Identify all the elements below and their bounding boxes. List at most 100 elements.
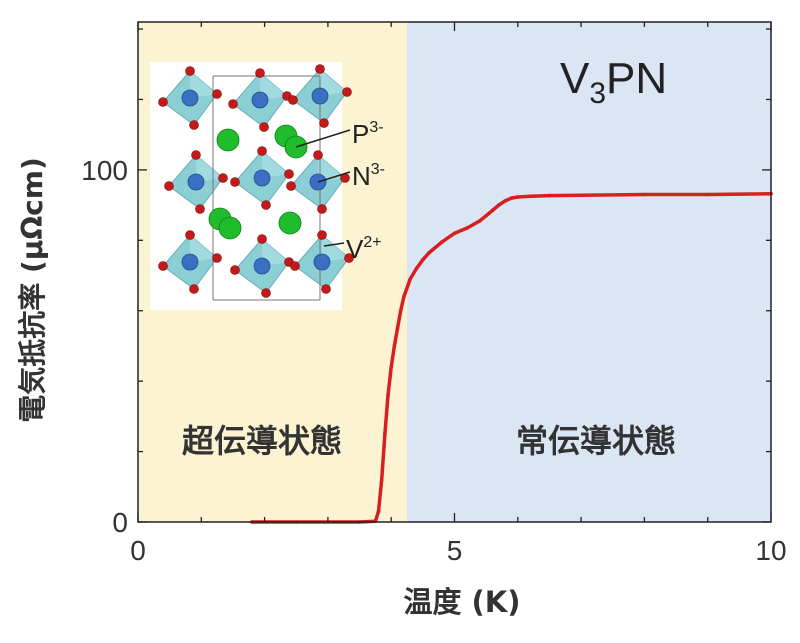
leader-line-n: [317, 171, 351, 183]
leader-line-v: [323, 242, 345, 247]
phosphorus-atom-4: [218, 216, 242, 240]
ion-label-n-text: N3-: [352, 161, 385, 191]
vanadium-atom-2: [311, 87, 329, 105]
octahedron-face-6: [190, 235, 217, 262]
nitrogen-atom-2-3: [288, 95, 298, 105]
nitrogen-atom-5-0: [313, 150, 323, 160]
octahedron-face-1: [260, 73, 287, 100]
nitrogen-atom-3-1: [218, 173, 228, 183]
nitrogen-atom-6-1: [212, 253, 222, 263]
data-point: [383, 432, 387, 436]
octahedron-face-7: [262, 239, 289, 266]
nitrogen-atom-7-0: [257, 234, 267, 244]
data-point: [376, 509, 381, 514]
nitrogen-atom-5-3: [286, 181, 296, 191]
nitrogen-atom-4-2: [261, 200, 271, 210]
x-axis-label: 温度 (K): [403, 585, 520, 619]
data-point: [408, 277, 412, 281]
data-point: [478, 219, 482, 223]
data-point: [528, 194, 533, 199]
state-region-labels: 超伝導状態 常伝導状態: [182, 422, 676, 460]
x-tick-label: 5: [447, 535, 463, 566]
ion-label-p-text: P3-: [352, 119, 384, 149]
y-axis-label: 電気抵抗率 (μΩcm): [16, 157, 49, 423]
data-point: [398, 308, 403, 313]
series-line-0: [250, 192, 773, 524]
nitrogen-atom-4-0: [257, 146, 267, 156]
x-tick-label: 10: [755, 535, 786, 566]
data-point: [579, 193, 583, 198]
vanadium-atom-4: [253, 169, 271, 187]
vanadium-atom-3: [187, 173, 205, 191]
nitrogen-atom-8-3: [290, 261, 300, 271]
nitrogen-atom-4-1: [284, 169, 294, 179]
octahedron-face-3: [196, 155, 223, 182]
data-point: [642, 192, 647, 197]
data-point: [516, 195, 520, 199]
octahedron-face-0: [190, 71, 217, 98]
data-point: [392, 344, 397, 348]
y-tick-label: 100: [81, 155, 128, 186]
octahedron-face-2: [320, 69, 347, 96]
crystal-structure-inset: [150, 62, 354, 310]
data-point: [421, 257, 425, 262]
data-point: [497, 203, 501, 207]
nitrogen-atom-7-3: [230, 265, 240, 275]
nitrogen-atom-0-3: [158, 97, 168, 107]
data-point: [395, 326, 400, 331]
vanadium-atom-7: [253, 257, 271, 275]
data-point: [389, 365, 394, 369]
nitrogen-atom-8-2: [321, 284, 331, 294]
phosphorus-atom-0: [216, 128, 240, 152]
nitrogen-atom-6-3: [158, 261, 168, 271]
data-point: [452, 231, 457, 236]
nitrogen-atom-1-3: [228, 99, 238, 109]
data-point: [465, 226, 469, 230]
axis-ticks: [137, 22, 772, 523]
data-point: [490, 208, 495, 213]
data-point: [509, 196, 514, 200]
nitrogen-atom-2-0: [315, 64, 325, 74]
resistivity-series: [250, 192, 773, 524]
leader-line-p: [295, 129, 351, 148]
data-point: [484, 213, 488, 218]
data-point: [414, 266, 419, 271]
ion-label-v: V2+: [323, 234, 382, 264]
data-point: [386, 393, 390, 398]
nitrogen-atom-4-3: [230, 177, 240, 187]
nitrogen-atom-0-2: [189, 120, 199, 130]
nitrogen-atom-3-0: [191, 150, 201, 160]
ion-label-n: N3-: [317, 161, 385, 191]
ion-label-v-text: V2+: [346, 234, 382, 264]
region-label-0: 超伝導状態: [182, 422, 342, 460]
atoms: [158, 64, 354, 298]
vanadium-atom-1: [251, 91, 269, 109]
octahedron-face-8: [322, 235, 349, 262]
region-1: [407, 22, 771, 522]
vanadium-atom-6: [181, 253, 199, 271]
ion-label-p: P3-: [295, 119, 384, 149]
octahedron-face-4: [262, 151, 289, 178]
nitrogen-atom-1-2: [259, 122, 269, 132]
nitrogen-atom-8-0: [317, 230, 327, 240]
nitrogen-atom-2-2: [319, 118, 329, 128]
nitrogen-atom-1-0: [255, 68, 265, 78]
data-point: [440, 240, 444, 244]
data-point: [427, 250, 431, 255]
nitrogen-atom-0-1: [212, 89, 222, 99]
phosphorus-atom-5: [278, 211, 302, 235]
data-point: [705, 192, 710, 197]
data-point: [379, 477, 384, 482]
nitrogen-atom-0-0: [185, 66, 195, 76]
nitrogen-atom-3-2: [195, 204, 205, 214]
nitrogen-atom-5-2: [317, 204, 327, 214]
data-point: [503, 199, 507, 203]
nitrogen-atom-8-1: [344, 253, 354, 263]
x-tick-label: 0: [130, 535, 146, 566]
vanadium-atom-0: [181, 89, 199, 107]
vanadium-atom-8: [313, 253, 331, 271]
nitrogen-atom-6-2: [189, 284, 199, 294]
data-point: [547, 193, 552, 198]
